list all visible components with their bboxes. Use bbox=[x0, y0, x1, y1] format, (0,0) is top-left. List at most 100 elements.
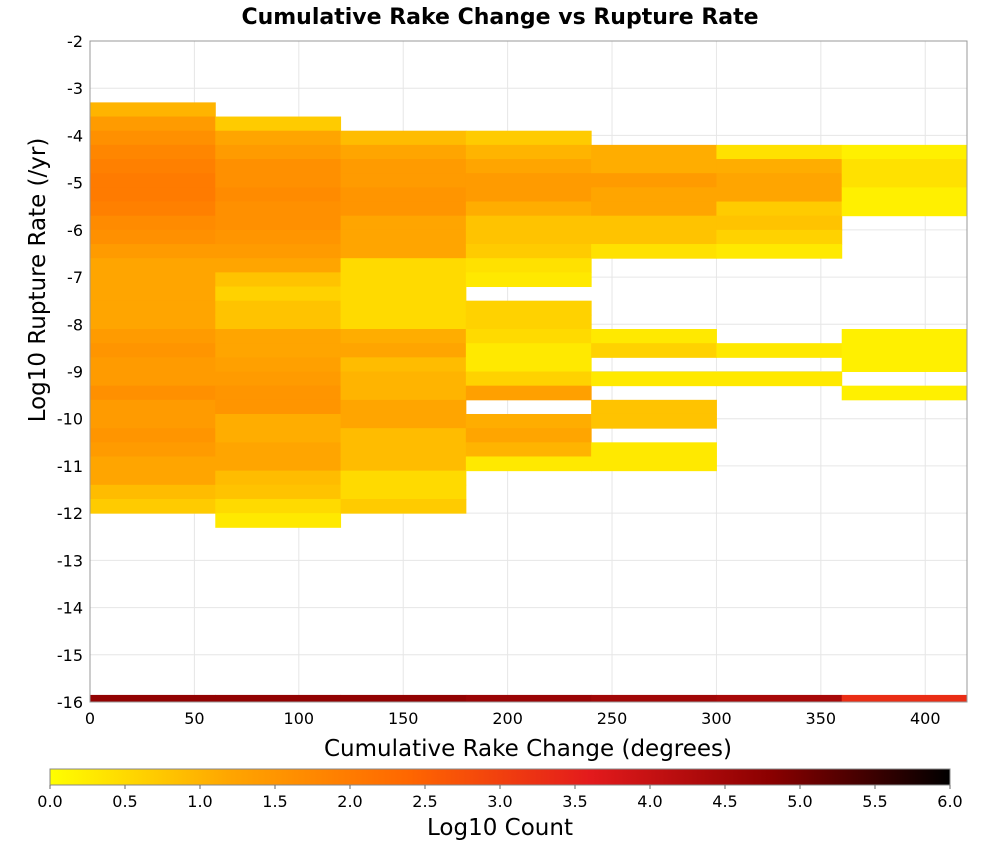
heatmap-cell bbox=[716, 144, 843, 160]
heatmap-cell bbox=[340, 470, 467, 486]
heatmap-cell bbox=[90, 385, 216, 401]
heatmap-cell bbox=[215, 187, 342, 203]
heatmap-cell bbox=[841, 173, 968, 188]
heatmap-cell bbox=[90, 442, 216, 457]
heatmap-cell bbox=[215, 385, 342, 401]
heatmap-cell-bottom bbox=[841, 694, 968, 702]
heatmap-cell bbox=[90, 470, 216, 486]
heatmap-cell bbox=[215, 244, 342, 259]
y-tick-label: -3 bbox=[67, 79, 83, 98]
x-tick-label: 400 bbox=[910, 709, 941, 728]
heatmap-cell bbox=[90, 229, 216, 245]
heatmap-cell bbox=[340, 215, 467, 231]
y-tick-label: -5 bbox=[67, 174, 83, 193]
heatmap-cell bbox=[591, 399, 717, 415]
heatmap-cell bbox=[716, 201, 843, 217]
heatmap-cell bbox=[90, 413, 216, 429]
heatmap-cell bbox=[215, 215, 342, 231]
heatmap-cell bbox=[465, 244, 592, 259]
colorbar-ticks: 0.0 0.5 1.0 1.5 2.0 2.5 3.0 3.5 4.0 4.5 5.0 5.5 6.0 bbox=[37, 785, 963, 811]
heatmap-cell-bottom bbox=[465, 694, 592, 702]
y-tick-label: -16 bbox=[57, 693, 83, 712]
heatmap-cell bbox=[465, 329, 592, 344]
colorbar-tick-label: 0.5 bbox=[112, 792, 137, 811]
heatmap-cell-bottom bbox=[591, 694, 717, 702]
heatmap-cell bbox=[465, 144, 592, 160]
heatmap-cell bbox=[340, 498, 467, 514]
heatmap-cell bbox=[591, 201, 717, 217]
heatmap-cell bbox=[90, 187, 216, 203]
heatmap-cell bbox=[591, 442, 717, 457]
x-tick-label: 350 bbox=[806, 709, 837, 728]
heatmap-cell bbox=[340, 187, 467, 203]
heatmap-cell bbox=[841, 385, 968, 401]
heatmap-cell bbox=[340, 144, 467, 160]
x-axis-label: Cumulative Rake Change (degrees) bbox=[324, 736, 732, 762]
heatmap-cell bbox=[465, 229, 592, 245]
heatmap-cell bbox=[215, 343, 342, 358]
colorbar-tick-label: 2.0 bbox=[337, 792, 362, 811]
heatmap-cell bbox=[465, 187, 592, 203]
heatmap-cell bbox=[340, 385, 467, 401]
heatmap-cell bbox=[90, 258, 216, 273]
heatmap-cell bbox=[215, 201, 342, 217]
heatmap-cell bbox=[465, 314, 592, 330]
colorbar-tick-label: 6.0 bbox=[937, 792, 962, 811]
y-tick-label: -7 bbox=[67, 268, 83, 287]
heatmap-cell bbox=[841, 187, 968, 203]
heatmap-cell bbox=[716, 229, 843, 245]
heatmap-cell bbox=[215, 229, 342, 245]
heatmap-cell bbox=[465, 258, 592, 273]
heatmap-cell bbox=[340, 413, 467, 429]
heatmap-cell bbox=[591, 413, 717, 429]
heatmap-cell bbox=[591, 159, 717, 174]
heatmap-cell bbox=[340, 484, 467, 500]
x-tick-label: 0 bbox=[85, 709, 95, 728]
heatmap-cell bbox=[465, 215, 592, 231]
heatmap-cell-bottom bbox=[215, 694, 342, 702]
heatmap-cell bbox=[340, 442, 467, 457]
heatmap-cell bbox=[215, 428, 342, 443]
heatmap-cell bbox=[90, 286, 216, 302]
heatmap-cell bbox=[90, 300, 216, 316]
heatmap-cell bbox=[215, 357, 342, 372]
y-tick-label: -15 bbox=[57, 646, 83, 665]
y-tick-label: -8 bbox=[67, 315, 83, 334]
y-tick-label: -6 bbox=[67, 221, 83, 240]
heatmap-cell bbox=[716, 159, 843, 174]
heatmap-cell bbox=[90, 159, 216, 174]
colorbar-tick-label: 4.0 bbox=[637, 792, 662, 811]
heatmap-cell bbox=[215, 286, 342, 302]
heatmap-cell bbox=[591, 456, 717, 472]
heatmap-cell bbox=[841, 201, 968, 217]
heatmap-cell bbox=[90, 428, 216, 443]
heatmap-cell bbox=[215, 371, 342, 387]
x-axis-ticks: 0 50 100 150 200 250 300 350 400 bbox=[85, 709, 941, 728]
heatmap-cell bbox=[465, 173, 592, 188]
colorbar-tick-label: 3.5 bbox=[562, 792, 587, 811]
heatmap-cell bbox=[841, 343, 968, 358]
y-tick-label: -4 bbox=[67, 126, 83, 145]
heatmap-cell-bottom bbox=[716, 694, 843, 702]
y-tick-label: -13 bbox=[57, 551, 83, 570]
heatmap-cell bbox=[716, 244, 843, 259]
y-axis-ticks: -2 -3 -4 -5 -6 -7 -8 -9 -10 -11 -12 -13 -14 -15 -16 bbox=[57, 32, 83, 712]
heatmap-cell bbox=[90, 343, 216, 358]
heatmap-cell bbox=[215, 159, 342, 174]
heatmap-cell bbox=[591, 173, 717, 188]
heatmap-cell bbox=[591, 244, 717, 259]
colorbar-label: Log10 Count bbox=[427, 815, 573, 841]
heatmap-cell bbox=[90, 173, 216, 188]
heatmap-cell-bottom bbox=[340, 694, 467, 702]
heatmap-cell bbox=[340, 229, 467, 245]
heatmap-cell bbox=[340, 314, 467, 330]
colorbar-tick-label: 0.0 bbox=[37, 792, 62, 811]
x-tick-label: 250 bbox=[597, 709, 628, 728]
colorbar-tick-label: 5.0 bbox=[787, 792, 812, 811]
heatmap-cell bbox=[215, 498, 342, 514]
y-axis-label: Log10 Rupture Rate (/yr) bbox=[25, 138, 51, 423]
heatmap-cell bbox=[90, 215, 216, 231]
heatmap-cell bbox=[340, 357, 467, 372]
heatmap-cell bbox=[90, 272, 216, 288]
plot-area-frame bbox=[89, 40, 968, 703]
